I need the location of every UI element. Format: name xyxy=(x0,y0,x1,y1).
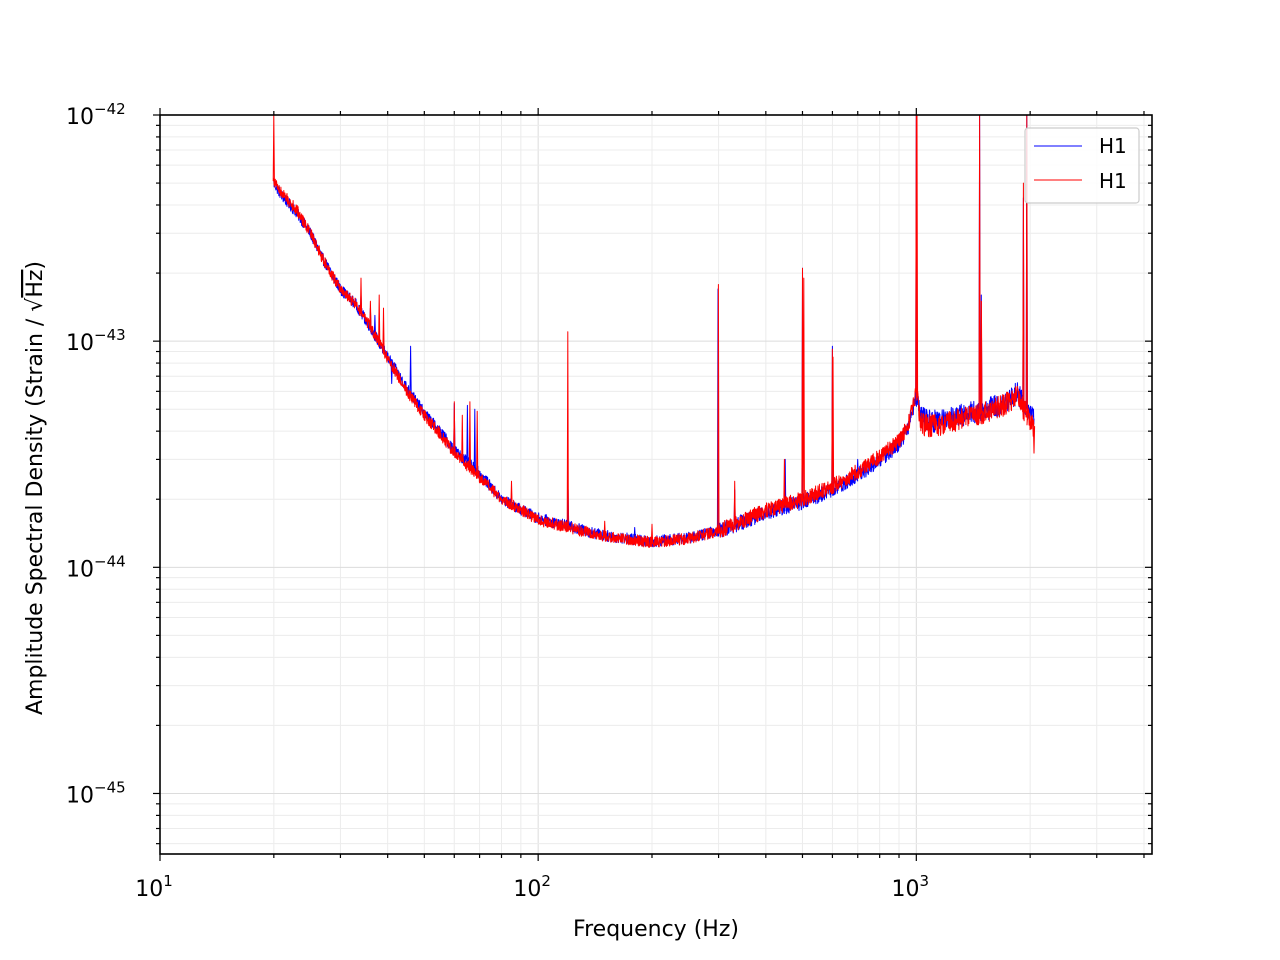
legend-label-series-1: H1 xyxy=(1099,134,1127,158)
series-layer xyxy=(272,115,1036,548)
y-axis-label: Amplitude Spectral Density (Strain / √Hz… xyxy=(23,261,48,715)
x-tick-base: 10 xyxy=(513,877,541,902)
legend-box xyxy=(1024,127,1140,204)
y-tick-base: 10 xyxy=(66,557,94,582)
y-tick-label: 10−42 xyxy=(66,100,126,130)
y-tick-exponent: −44 xyxy=(94,552,126,570)
plot-frame xyxy=(159,114,1153,855)
y-axis-label-root: √ xyxy=(23,297,48,312)
y-tick-base: 10 xyxy=(66,783,94,808)
x-axis-label: Frequency (Hz) xyxy=(573,917,739,942)
y-axis-label-prefix: Amplitude Spectral Density (Strain / xyxy=(23,312,48,715)
y-tick-label: 10−45 xyxy=(66,778,126,808)
x-tick-exponent: 1 xyxy=(163,872,173,890)
x-tick-label: 102 xyxy=(513,872,551,902)
y-tick-exponent: −43 xyxy=(94,326,126,344)
y-tick-exponent: −42 xyxy=(94,100,126,118)
x-tick-base: 10 xyxy=(135,877,163,902)
legend: H1 H1 xyxy=(1024,127,1140,204)
y-axis-label-unit: Hz xyxy=(23,270,48,298)
x-tick-labels: 101 102 103 xyxy=(135,872,929,902)
y-tick-exponent: −45 xyxy=(94,778,126,796)
grid xyxy=(159,115,1152,854)
x-tick-base: 10 xyxy=(892,877,920,902)
y-tick-base: 10 xyxy=(66,331,94,356)
x-tick-label: 103 xyxy=(892,872,930,902)
y-tick-label: 10−44 xyxy=(66,552,126,582)
axis-ticks xyxy=(153,108,1152,861)
legend-label-series-2: H1 xyxy=(1099,169,1127,193)
y-tick-label: 10−43 xyxy=(66,326,126,356)
y-axis-label-suffix: ) xyxy=(23,261,48,270)
y-axis-label-group: Amplitude Spectral Density (Strain / √Hz… xyxy=(23,261,48,715)
y-tick-base: 10 xyxy=(66,105,94,130)
series-line-2 xyxy=(272,115,1036,548)
x-tick-exponent: 2 xyxy=(541,872,551,890)
x-tick-exponent: 3 xyxy=(920,872,930,890)
x-tick-label: 101 xyxy=(135,872,173,902)
